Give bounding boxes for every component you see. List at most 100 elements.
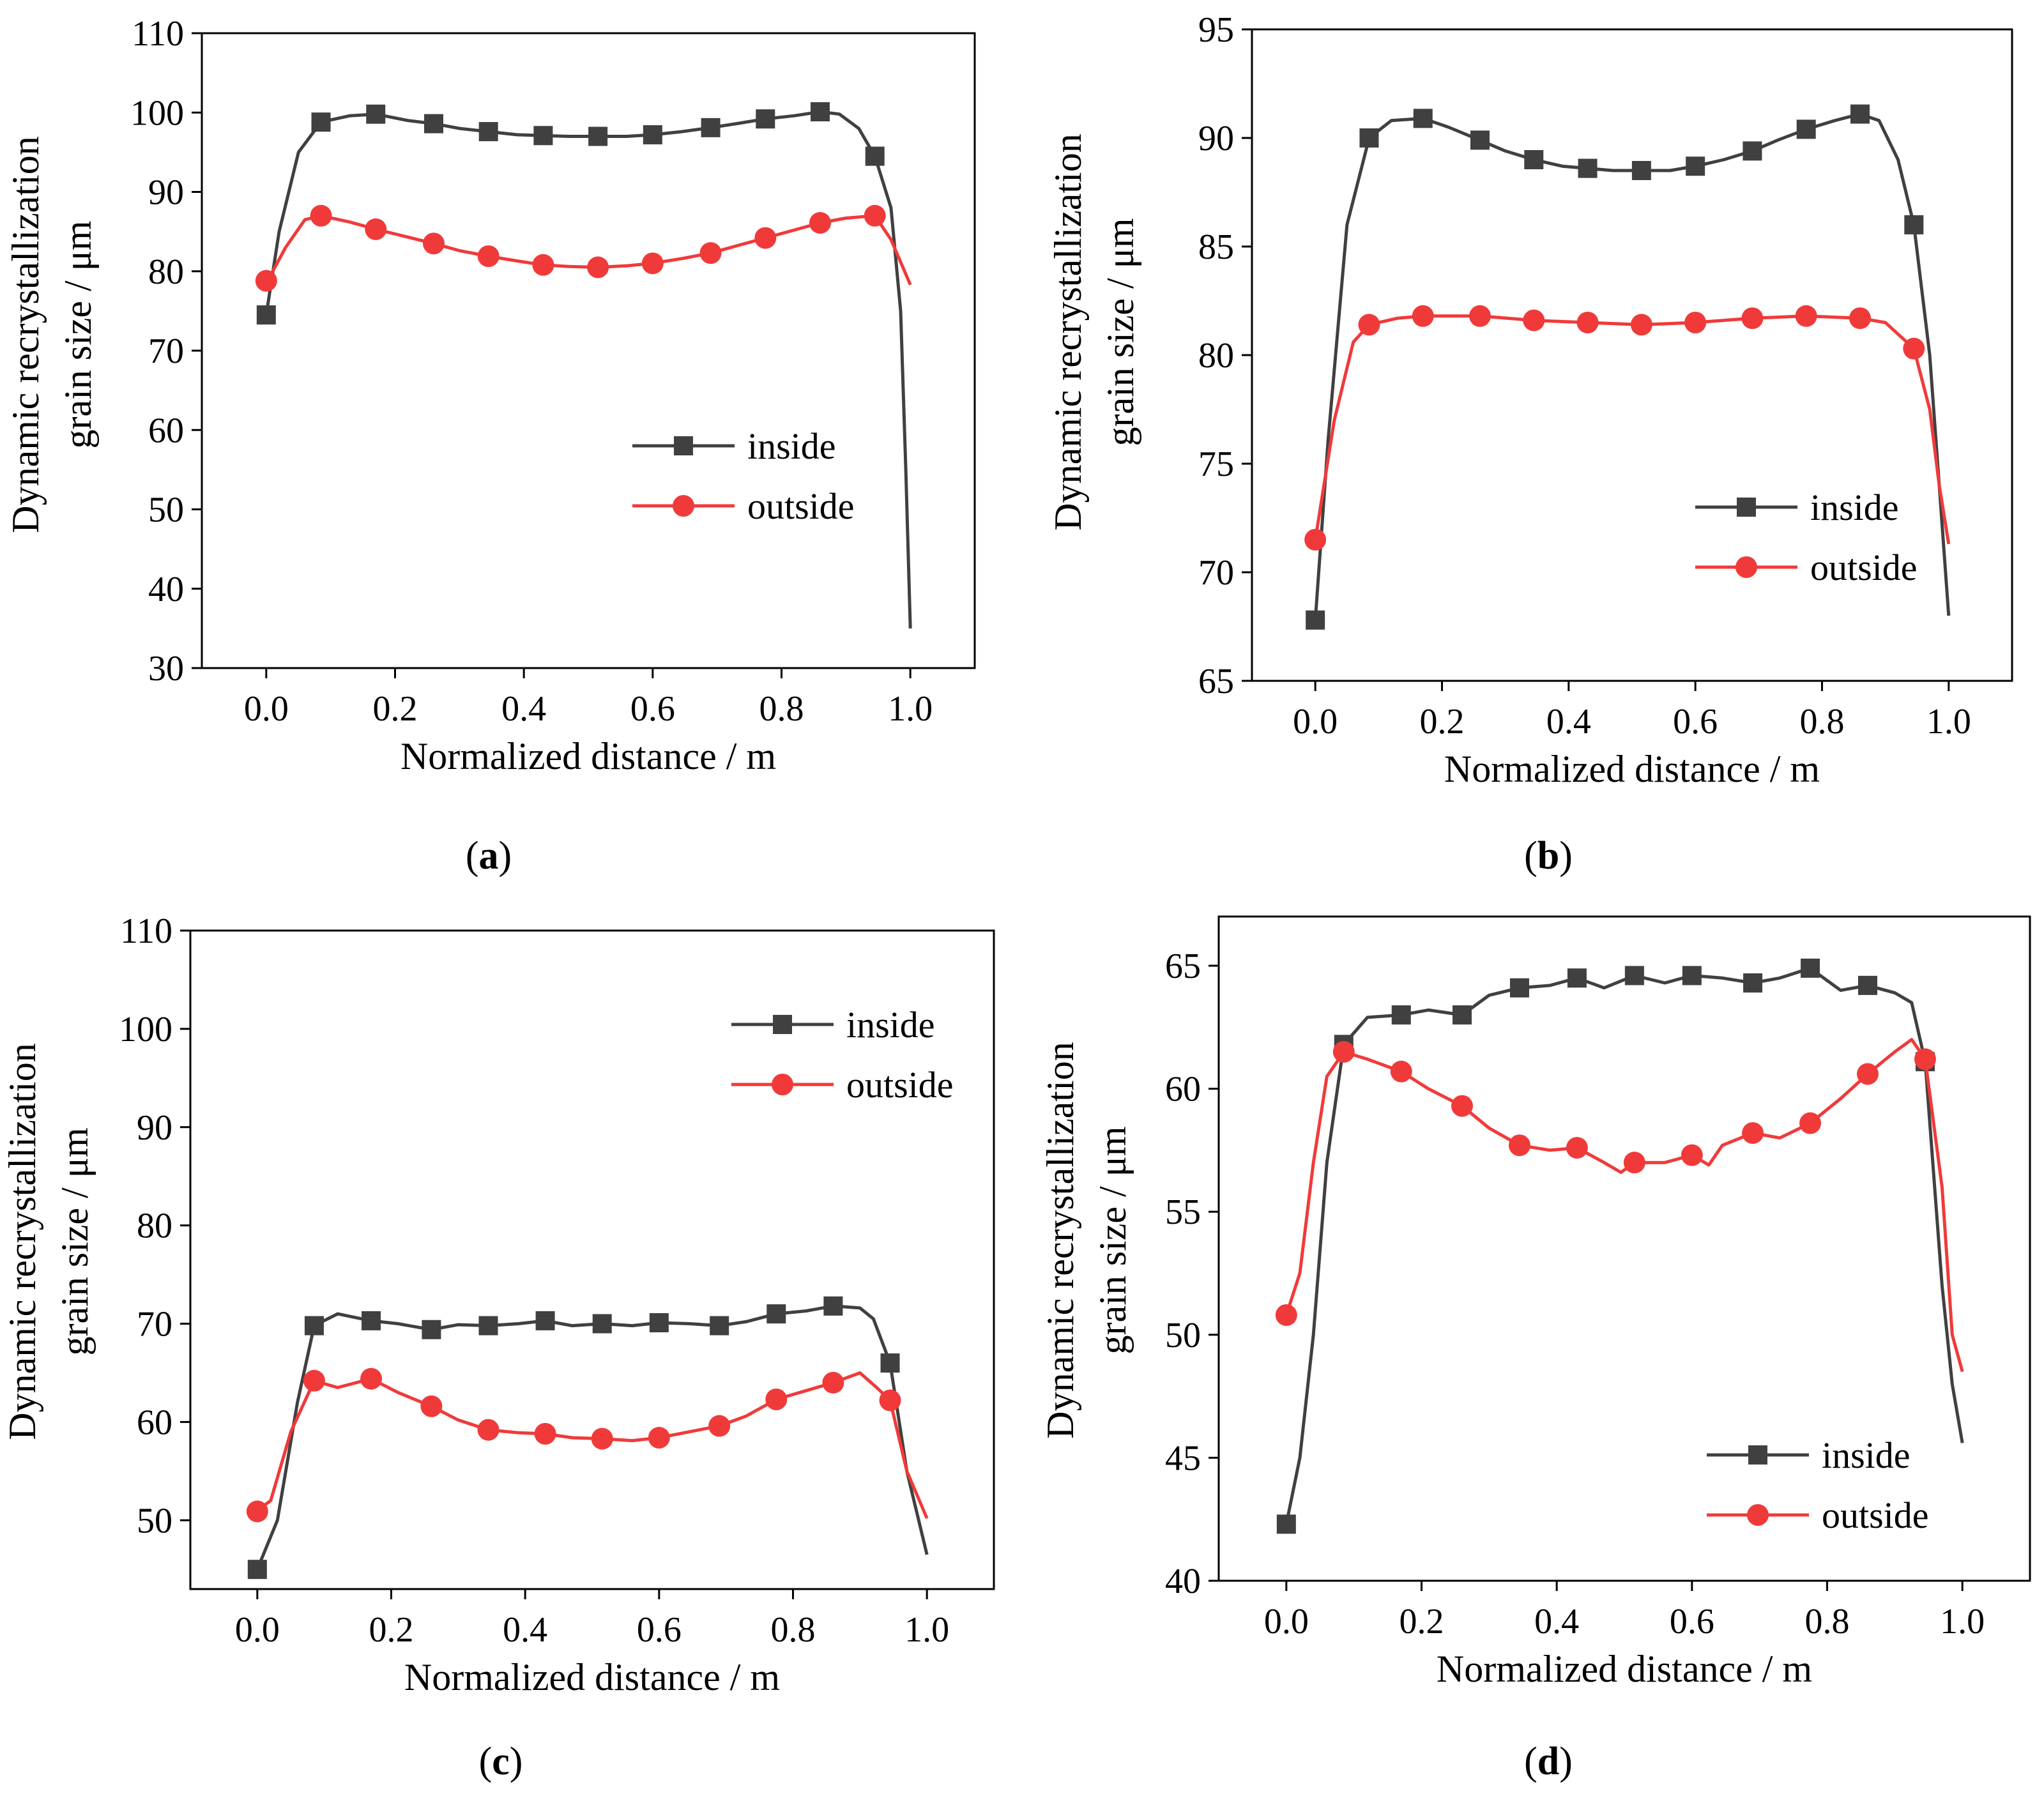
chart-d-x-tick-label: 0.2 <box>1400 1602 1444 1641</box>
chart-b-legend-inside-label: inside <box>1810 487 1899 528</box>
chart-a-series-outside-point <box>864 204 886 227</box>
chart-b-x-tick-label: 0.0 <box>1293 702 1338 742</box>
chart-b-series-outside-point <box>1795 305 1817 327</box>
chart-c-legend-outside-label: outside <box>846 1064 954 1106</box>
chart-a-y-axis-title: Dynamic recrystallization grain size / μm <box>4 136 99 533</box>
chart-a-series-inside-point <box>643 125 662 145</box>
chart-a-x-tick-label: 1.0 <box>888 689 933 729</box>
chart-d-x-tick-label: 0.4 <box>1534 1602 1579 1641</box>
chart-a-caption: (a) <box>466 834 512 878</box>
chart-b-x-tick-label: 0.8 <box>1800 702 1845 742</box>
chart-c-y-tick-label: 100 <box>119 1010 172 1049</box>
chart-a-caption-open: ( <box>466 834 479 878</box>
chart-b-series-outside-point <box>1304 529 1327 551</box>
chart-d-series-outside-point <box>1508 1134 1530 1157</box>
chart-d-plot-frame <box>1217 915 2031 1582</box>
chart-c-legend-inside-marker <box>773 1015 792 1034</box>
chart-d-y-tick-label: 55 <box>1165 1192 1201 1232</box>
chart-c-series-inside-point <box>247 1560 267 1579</box>
chart-d-y-tick-label: 50 <box>1165 1316 1201 1355</box>
chart-b-series-inside-point <box>1359 128 1379 148</box>
chart-d-series-inside-point <box>1624 966 1644 986</box>
chart-c-plot-frame <box>189 929 995 1590</box>
chart-b-caption: (b) <box>1524 834 1573 878</box>
chart-a-series-inside-point <box>701 118 721 137</box>
chart-c-series-outside-point <box>765 1389 788 1411</box>
chart-a-series-inside-point <box>811 102 830 122</box>
chart-d-legend: inside outside <box>1707 1435 1929 1536</box>
chart-d-caption: (d) <box>1524 1740 1573 1783</box>
chart-c-legend: inside outside <box>731 1004 954 1106</box>
chart-b-y-tick-label: 95 <box>1198 10 1234 50</box>
chart-a-series-outside-point <box>255 270 277 292</box>
chart-b-y-axis-title-line: Dynamic recrystallization <box>1047 133 1089 530</box>
chart-c-series-outside-line <box>256 1371 929 1519</box>
chart-a-series-outside-point <box>423 232 445 255</box>
chart-c-x-tick-label: 0.0 <box>235 1610 280 1650</box>
chart-b-series-inside-point <box>1796 119 1816 139</box>
chart-d-series-inside-point <box>1276 1514 1296 1534</box>
chart-c-series-inside-point <box>710 1316 729 1336</box>
chart-a-legend-inside-label: inside <box>747 425 836 467</box>
chart-b-series-inside-point <box>1578 158 1598 178</box>
chart-c-x-axis-title: Normalized distance / m <box>404 1656 780 1698</box>
chart-c-caption-close: ) <box>510 1740 523 1783</box>
chart-b-series-inside-point <box>1524 150 1544 169</box>
chart-d-series-outside-point <box>1914 1048 1936 1070</box>
chart-c-series-outside-point <box>708 1415 731 1437</box>
chart-c-series-inside-point <box>362 1311 381 1330</box>
chart-a-series-inside-point <box>366 104 386 124</box>
chart-b-series-outside-point <box>1849 307 1871 330</box>
chart-a-series-outside-point <box>699 242 722 264</box>
chart-b-series-outside-point <box>1630 314 1652 336</box>
chart-c-series-inside-point <box>422 1320 441 1339</box>
chart-a-series-outside-point <box>754 227 777 249</box>
chart-a-legend: inside outside <box>632 425 855 527</box>
chart-c-x-tick-label: 0.6 <box>637 1610 682 1650</box>
chart-b-series-outside-point <box>1684 312 1707 333</box>
chart-c-y-tick-label: 70 <box>137 1305 172 1344</box>
chart-b-legend: inside outside <box>1695 487 1918 588</box>
chart-c: 0.0 0.2 0.4 0.6 0.8 1.0 50 60 70 80 90 100 110 Normal… <box>1 911 995 1783</box>
chart-c-x-tick-label: 0.4 <box>503 1610 547 1650</box>
chart-a-y-tick-label: 60 <box>148 411 184 450</box>
chart-a-y-tick-label: 40 <box>148 570 184 609</box>
chart-b-caption-letter: b <box>1537 834 1559 878</box>
chart-a-x-axis-title: Normalized distance / m <box>400 735 776 777</box>
chart-c-series-inside-point <box>649 1313 669 1332</box>
chart-a: 0.0 0.2 0.4 0.6 0.8 1.0 30 40 50 60 70 80 90 100 110 No… <box>4 14 976 878</box>
chart-b-caption-close: ) <box>1559 834 1573 878</box>
chart-b-series-inside-point <box>1686 156 1705 176</box>
chart-d-series-outside-point <box>1681 1144 1703 1166</box>
chart-a-x-tick-label: 0.8 <box>759 689 804 729</box>
chart-b-y-tick-label: 75 <box>1198 445 1234 484</box>
chart-b-series-inside-point <box>1413 109 1433 128</box>
chart-c-caption-open: ( <box>479 1740 492 1783</box>
chart-d-legend-inside-label: inside <box>1822 1435 1911 1476</box>
chart-a-y-tick-label: 100 <box>130 93 184 133</box>
chart-c-series-inside-point <box>823 1296 843 1316</box>
chart-c-series-inside-point <box>304 1316 324 1336</box>
chart-d-series-inside-point <box>1682 966 1702 986</box>
chart-d-series-inside-point <box>1743 973 1763 993</box>
chart-a-series-outside-point <box>365 218 387 240</box>
chart-a-legend-inside-marker <box>674 436 693 455</box>
chart-d-caption-open: ( <box>1524 1740 1537 1783</box>
chart-b-series-inside-point <box>1631 161 1651 180</box>
chart-a-y-tick-label: 90 <box>148 173 184 213</box>
chart-a-y-axis-title-line: grain size / μm <box>57 220 99 448</box>
chart-d-series-inside-point <box>1509 978 1529 998</box>
chart-a-series-outside-point <box>809 211 831 234</box>
chart-b-y-tick-label: 85 <box>1198 227 1234 267</box>
chart-b-x-tick-label: 0.6 <box>1673 702 1718 742</box>
chart-b-series-outside-point <box>1576 312 1599 333</box>
chart-a-series-outside-point <box>587 256 609 278</box>
chart-b-series-inside-point <box>1904 215 1924 234</box>
chart-d-series-outside-point <box>1857 1063 1879 1085</box>
chart-d-y-axis-title-line: grain size / μm <box>1092 1126 1134 1354</box>
chart-d-caption-letter: d <box>1537 1740 1559 1783</box>
chart-c-series-outside-point <box>360 1367 383 1390</box>
chart-a-series-inside-point <box>256 305 276 325</box>
chart-c-legend-outside-marker <box>772 1074 793 1095</box>
chart-b-series-outside-point <box>1741 307 1764 330</box>
